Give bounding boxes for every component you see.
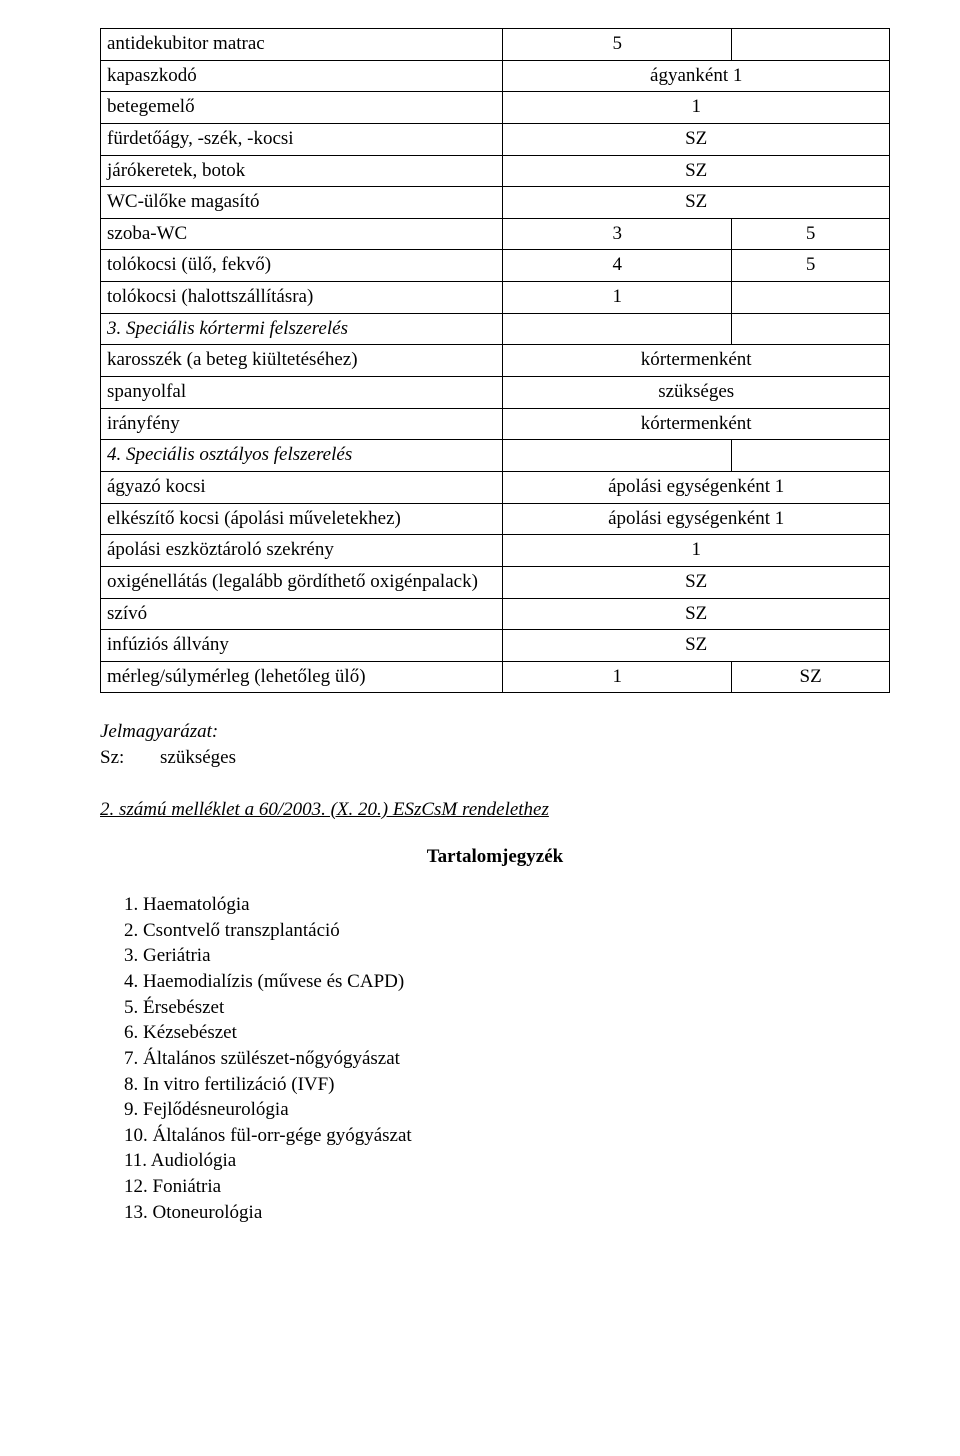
toc-item: 8. In vitro fertilizáció (IVF) — [124, 1072, 890, 1098]
row-label: ágyazó kocsi — [101, 471, 503, 503]
row-label: tolókocsi (ülő, fekvő) — [101, 250, 503, 282]
row-value-wide: 1 — [503, 92, 890, 124]
legend-block: Jelmagyarázat: Sz: szükséges — [100, 719, 890, 770]
toc-item: 13. Otoneurológia — [124, 1200, 890, 1226]
toc-item: 5. Érsebészet — [124, 995, 890, 1021]
row-label: WC-ülőke magasító — [101, 187, 503, 219]
row-value-right — [732, 313, 890, 345]
row-value-wide: ágyanként 1 — [503, 60, 890, 92]
table-row: kapaszkodóágyanként 1 — [101, 60, 890, 92]
legend-value: szükséges — [160, 745, 236, 771]
table-row: 4. Speciális osztályos felszerelés — [101, 440, 890, 472]
row-value-wide: szükséges — [503, 377, 890, 409]
toc-item: 9. Fejlődésneurológia — [124, 1097, 890, 1123]
row-value-wide: ápolási egységenként 1 — [503, 471, 890, 503]
table-row: antidekubitor matrac5 — [101, 29, 890, 61]
row-label: spanyolfal — [101, 377, 503, 409]
row-value-wide: SZ — [503, 155, 890, 187]
toc-item: 6. Kézsebészet — [124, 1020, 890, 1046]
toc-item: 4. Haemodialízis (művese és CAPD) — [124, 969, 890, 995]
row-label: 4. Speciális osztályos felszerelés — [101, 440, 503, 472]
legend-title: Jelmagyarázat: — [100, 719, 890, 745]
row-label: antidekubitor matrac — [101, 29, 503, 61]
row-label: irányfény — [101, 408, 503, 440]
attachment-title: 2. számú melléklet a 60/2003. (X. 20.) E… — [100, 797, 890, 823]
table-row: ápolási eszköztároló szekrény1 — [101, 535, 890, 567]
table-row: járókeretek, botokSZ — [101, 155, 890, 187]
toc-item: 7. Általános szülészet-nőgyógyászat — [124, 1046, 890, 1072]
toc-item: 10. Általános fül-orr-gége gyógyászat — [124, 1123, 890, 1149]
toc-item: 12. Foniátria — [124, 1174, 890, 1200]
row-label: szoba-WC — [101, 218, 503, 250]
table-row: irányfénykórtermenként — [101, 408, 890, 440]
row-value-right — [732, 440, 890, 472]
row-value-mid: 1 — [503, 282, 732, 314]
table-row: infúziós állványSZ — [101, 630, 890, 662]
row-value-wide: SZ — [503, 630, 890, 662]
table-row: spanyolfalszükséges — [101, 377, 890, 409]
table-row: WC-ülőke magasítóSZ — [101, 187, 890, 219]
row-value-right: 5 — [732, 218, 890, 250]
toc-item: 1. Haematológia — [124, 892, 890, 918]
row-value-wide: SZ — [503, 123, 890, 155]
table-row: karosszék (a beteg kiültetéséhez)kórterm… — [101, 345, 890, 377]
row-value-mid: 5 — [503, 29, 732, 61]
table-row: oxigénellátás (legalább gördíthető oxigé… — [101, 566, 890, 598]
table-row: elkészítő kocsi (ápolási műveletekhez)áp… — [101, 503, 890, 535]
table-row: szívóSZ — [101, 598, 890, 630]
row-value-mid: 3 — [503, 218, 732, 250]
row-label: ápolási eszköztároló szekrény — [101, 535, 503, 567]
row-value-mid: 1 — [503, 661, 732, 693]
row-label: elkészítő kocsi (ápolási műveletekhez) — [101, 503, 503, 535]
row-value-wide: SZ — [503, 187, 890, 219]
row-label: kapaszkodó — [101, 60, 503, 92]
row-label: szívó — [101, 598, 503, 630]
row-value-wide: SZ — [503, 566, 890, 598]
toc-heading: Tartalomjegyzék — [100, 844, 890, 870]
toc-item: 3. Geriátria — [124, 943, 890, 969]
table-row: 3. Speciális kórtermi felszerelés — [101, 313, 890, 345]
row-label: 3. Speciális kórtermi felszerelés — [101, 313, 503, 345]
row-value-right: 5 — [732, 250, 890, 282]
row-label: karosszék (a beteg kiültetéséhez) — [101, 345, 503, 377]
table-row: szoba-WC35 — [101, 218, 890, 250]
row-label: infúziós állvány — [101, 630, 503, 662]
document-page: antidekubitor matrac5kapaszkodóágyanként… — [0, 0, 960, 1265]
legend-key: Sz: — [100, 745, 160, 771]
table-row: ágyazó kocsiápolási egységenként 1 — [101, 471, 890, 503]
table-row: fürdetőágy, -szék, -kocsiSZ — [101, 123, 890, 155]
toc-item: 2. Csontvelő transzplantáció — [124, 918, 890, 944]
row-value-wide: kórtermenként — [503, 345, 890, 377]
table-row: betegemelő1 — [101, 92, 890, 124]
legend-entry: Sz: szükséges — [100, 745, 890, 771]
row-value-wide: ápolási egységenként 1 — [503, 503, 890, 535]
row-value-wide: 1 — [503, 535, 890, 567]
row-label: mérleg/súlymérleg (lehetőleg ülő) — [101, 661, 503, 693]
row-label: járókeretek, botok — [101, 155, 503, 187]
row-value-right — [732, 29, 890, 61]
row-value-mid — [503, 440, 732, 472]
row-label: oxigénellátás (legalább gördíthető oxigé… — [101, 566, 503, 598]
equipment-table-body: antidekubitor matrac5kapaszkodóágyanként… — [101, 29, 890, 693]
row-label: betegemelő — [101, 92, 503, 124]
table-row: tolókocsi (ülő, fekvő)45 — [101, 250, 890, 282]
row-value-wide: kórtermenként — [503, 408, 890, 440]
toc-item: 11. Audiológia — [124, 1148, 890, 1174]
row-value-right — [732, 282, 890, 314]
row-value-right: SZ — [732, 661, 890, 693]
table-row: tolókocsi (halottszállításra)1 — [101, 282, 890, 314]
row-label: tolókocsi (halottszállításra) — [101, 282, 503, 314]
equipment-table: antidekubitor matrac5kapaszkodóágyanként… — [100, 28, 890, 693]
toc-list: 1. Haematológia2. Csontvelő transzplantá… — [124, 892, 890, 1225]
row-label: fürdetőágy, -szék, -kocsi — [101, 123, 503, 155]
row-value-mid: 4 — [503, 250, 732, 282]
table-row: mérleg/súlymérleg (lehetőleg ülő)1SZ — [101, 661, 890, 693]
row-value-mid — [503, 313, 732, 345]
row-value-wide: SZ — [503, 598, 890, 630]
